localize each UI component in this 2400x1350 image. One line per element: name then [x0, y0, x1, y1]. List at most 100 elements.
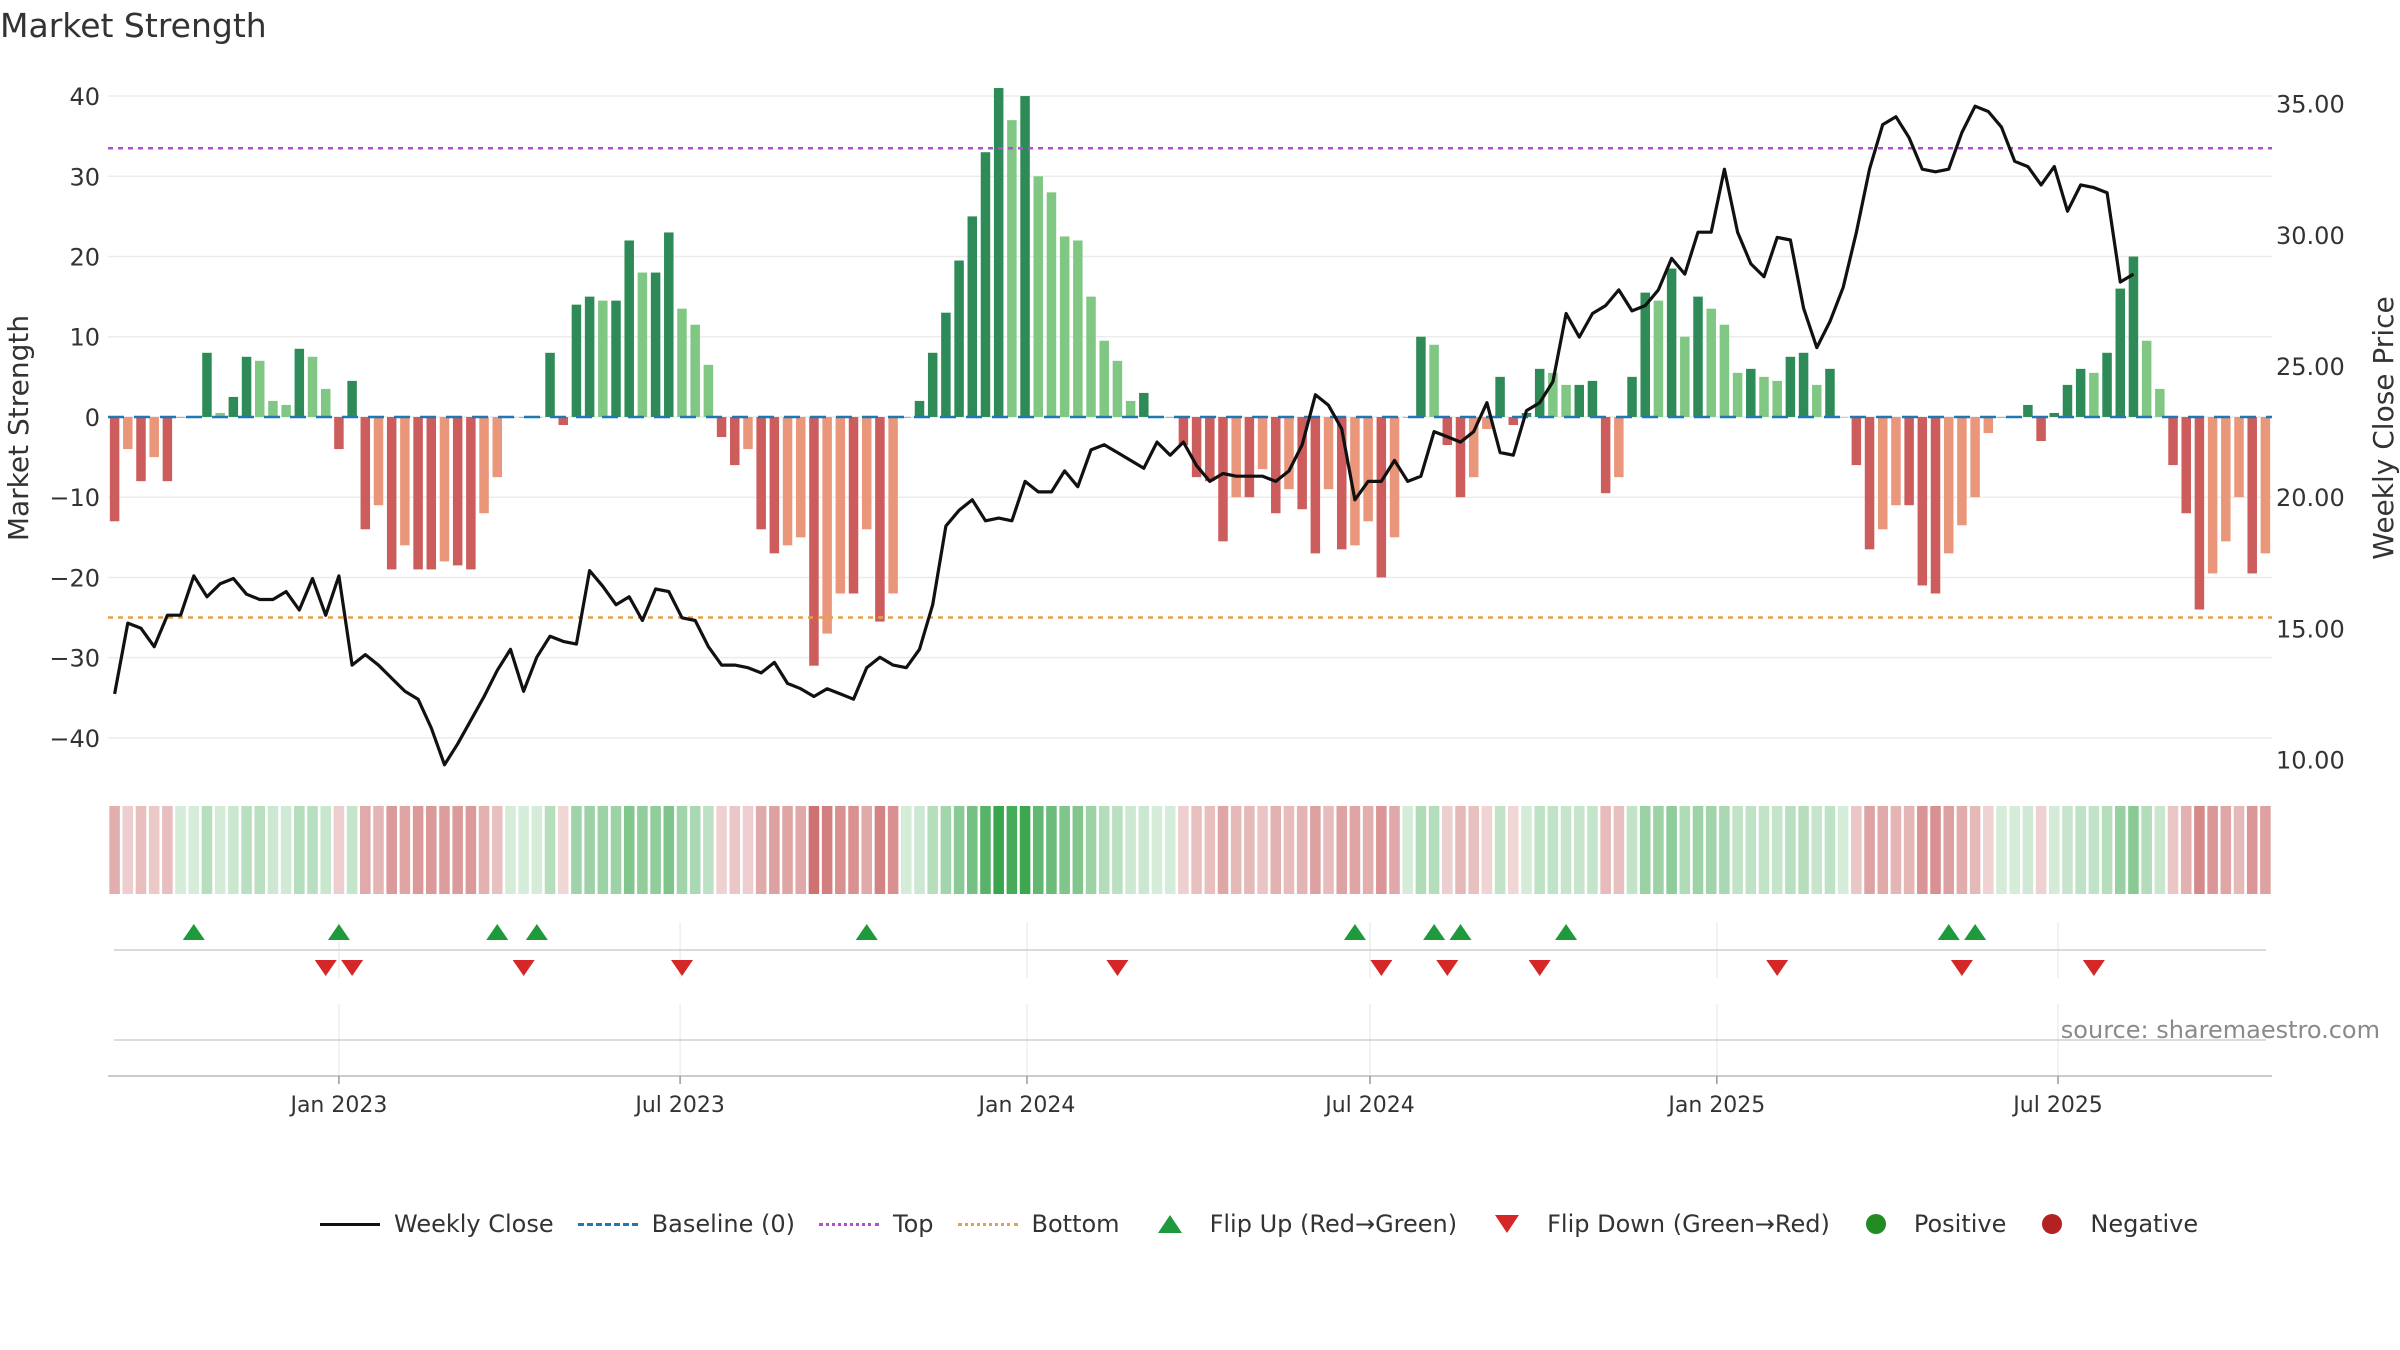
x-tick-label: Jul 2024: [1323, 1093, 1415, 1118]
strength-bar: [1336, 416, 1347, 550]
strength-bar: [1257, 416, 1268, 470]
status-cell: [2154, 806, 2166, 894]
status-cell: [1204, 806, 1216, 894]
strength-bar: [1891, 416, 1901, 506]
status-cell: [1085, 806, 1097, 894]
status-cell: [373, 806, 384, 894]
legend-flip-up[interactable]: Flip Up (Red→Green): [1144, 1210, 1458, 1238]
status-cell: [162, 806, 173, 894]
status-cell: [835, 806, 846, 894]
status-cell: [610, 806, 622, 894]
x-tick-label: Jan 2025: [1666, 1093, 1765, 1118]
strength-bar: [1508, 416, 1519, 425]
flip-down-marker: [2082, 960, 2105, 976]
status-cell: [1125, 806, 1136, 894]
strength-bar: [967, 216, 978, 417]
y2-tick-label: 15.00: [2276, 615, 2345, 643]
status-cell: [1455, 806, 1466, 894]
status-cell: [795, 806, 807, 894]
strength-bar: [307, 356, 318, 417]
strength-bar: [1600, 416, 1611, 494]
strength-bar: [1244, 416, 1255, 498]
status-cell: [2207, 806, 2218, 894]
strength-bar: [703, 364, 714, 417]
status-cell: [703, 806, 714, 894]
strength-bar: [1033, 176, 1044, 417]
status-cell: [650, 806, 661, 894]
flip-up-marker: [1343, 924, 1366, 940]
strength-bar: [1350, 416, 1360, 546]
legend-flip-down[interactable]: Flip Down (Green→Red): [1481, 1210, 1830, 1238]
status-cell: [1573, 806, 1585, 894]
strength-bar: [769, 416, 780, 554]
status-cell: [1415, 806, 1427, 894]
strength-bar: [334, 416, 344, 450]
strength-bar: [1310, 416, 1321, 554]
status-cell: [1494, 806, 1506, 894]
legend-bottom[interactable]: Bottom: [957, 1210, 1120, 1238]
flip-markers: [114, 922, 2266, 1076]
legend: Weekly Close Baseline (0) Top Bottom Fli…: [320, 1206, 2222, 1242]
legend-top[interactable]: Top: [819, 1210, 934, 1238]
status-cell: [465, 806, 477, 894]
strength-bar: [1574, 384, 1585, 417]
strength-bar: [1059, 236, 1070, 417]
strength-bar: [2075, 368, 2086, 417]
status-cell: [1468, 806, 1479, 894]
strength-bar: [1719, 324, 1730, 417]
status-cell: [122, 806, 134, 894]
status-cell: [2220, 806, 2232, 894]
status-cell: [716, 806, 727, 894]
status-cell: [1521, 806, 1532, 894]
strength-bar: [993, 88, 1004, 417]
legend-label: Flip Up (Red→Green): [1209, 1210, 1458, 1238]
strength-bar: [1930, 416, 1941, 594]
strength-bar: [571, 304, 582, 417]
strength-bar: [1851, 416, 1862, 466]
dot-icon: [2042, 1214, 2063, 1234]
strength-bar: [2128, 256, 2139, 417]
strength-bar: [1706, 308, 1716, 417]
status-cell: [2062, 806, 2073, 894]
status-cell: [228, 806, 239, 894]
status-cell: [861, 806, 872, 894]
strength-bar: [1020, 96, 1030, 417]
legend-negative[interactable]: Negative: [2030, 1210, 2198, 1238]
flip-down-marker: [1436, 960, 1459, 976]
strength-bars: [109, 88, 2271, 666]
flip-down-marker: [670, 960, 693, 976]
strength-bar: [281, 404, 291, 417]
y2-tick-label: 30.00: [2276, 222, 2345, 250]
strength-bar: [1139, 392, 1149, 417]
legend-baseline[interactable]: Baseline (0): [577, 1210, 795, 1238]
strength-bar: [809, 416, 819, 666]
y-tick-label: −40: [49, 725, 100, 753]
strength-bar: [1429, 344, 1439, 417]
status-cell: [1745, 806, 1757, 894]
status-cell: [782, 806, 793, 894]
status-cell: [148, 806, 160, 894]
status-cell: [2180, 806, 2192, 894]
legend-positive[interactable]: Positive: [1854, 1210, 2006, 1238]
status-cell: [505, 806, 516, 894]
status-cell: [1679, 806, 1691, 894]
strength-bar: [545, 352, 555, 417]
y-tick-label: 0: [85, 404, 100, 432]
strength-bar: [1073, 240, 1083, 417]
status-cell: [491, 806, 503, 894]
strength-bar: [1666, 268, 1677, 417]
status-cell: [1560, 806, 1572, 894]
strength-bar: [2141, 340, 2152, 417]
status-cell: [1877, 806, 1889, 894]
status-cell: [1442, 806, 1453, 894]
strength-bar: [1877, 416, 1888, 530]
strength-bar: [1284, 416, 1294, 490]
strength-bar: [466, 416, 476, 570]
flip-down-marker: [1370, 960, 1393, 976]
status-cell: [597, 806, 609, 894]
strength-bar: [980, 152, 991, 417]
legend-weekly-close[interactable]: Weekly Close: [320, 1210, 554, 1238]
status-cell: [2049, 806, 2060, 894]
status-cell: [584, 806, 595, 894]
